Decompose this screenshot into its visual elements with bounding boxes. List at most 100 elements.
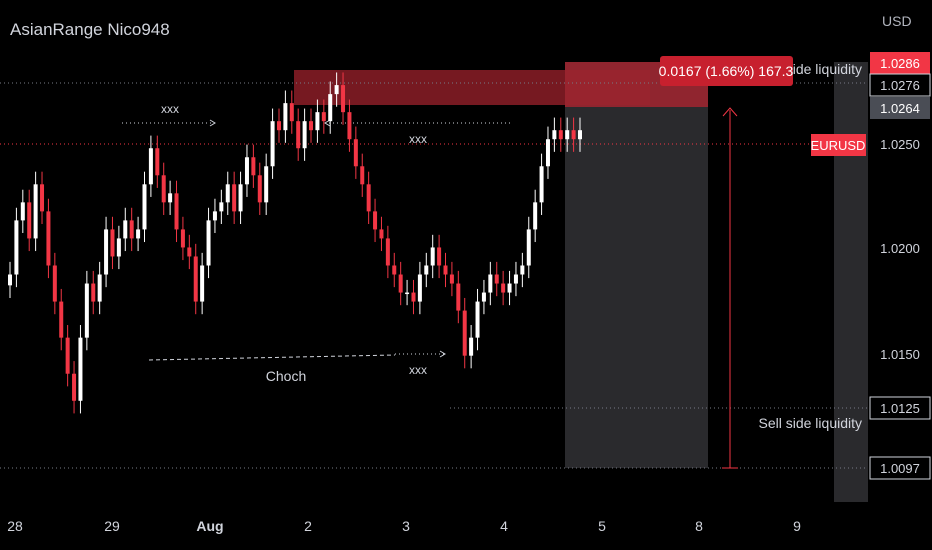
candle-body <box>116 238 121 257</box>
candle-body <box>296 121 301 149</box>
candle-body <box>385 238 390 266</box>
candle-body <box>14 220 19 275</box>
currency-label: USD <box>882 13 912 29</box>
candle-body <box>8 274 12 286</box>
candle-body <box>52 265 57 302</box>
price-badge-1.0097 <box>869 456 931 480</box>
candle-body <box>148 148 153 185</box>
candle-body <box>302 121 307 149</box>
chart-title: AsianRange Nico948 <box>10 20 170 39</box>
buy-side-liquidity-label: side liquidity <box>786 61 862 77</box>
candle-body <box>193 256 198 302</box>
candle-body <box>321 112 326 122</box>
candle-body <box>238 184 243 212</box>
candle-body <box>507 283 512 293</box>
candle-body <box>501 283 506 293</box>
symbol-tag <box>811 134 866 156</box>
candle-body <box>488 274 493 293</box>
candle-body <box>341 85 346 113</box>
candle-body <box>462 310 467 356</box>
candle-body <box>84 283 89 338</box>
candle-body <box>72 373 77 401</box>
choch-line <box>148 354 396 361</box>
candle-body <box>155 148 160 176</box>
candle-body <box>565 130 570 140</box>
candle-body <box>104 229 109 275</box>
price-badge-text-3: 1.0264 <box>880 101 920 116</box>
candle-body <box>520 265 525 275</box>
candle-body <box>456 283 461 311</box>
xxx-left-arrow-icon <box>209 119 216 127</box>
x-tick-label-2: 2 <box>304 518 312 534</box>
measure-arrow-head <box>722 107 738 117</box>
candle-body <box>129 220 134 239</box>
x-tick-label-5: 5 <box>598 518 606 534</box>
price-badge-1.0276 <box>869 73 931 97</box>
position-box[interactable] <box>565 62 708 468</box>
candle-body <box>469 337 474 356</box>
y-tick-label-3: 1.0150 <box>880 347 920 362</box>
xxx-label-1: xxx <box>161 102 179 116</box>
candle-body <box>180 229 185 248</box>
symbol-tag-text: EURUSD <box>811 138 866 153</box>
x-tick-label-29: 29 <box>104 518 120 534</box>
candle-body <box>533 202 538 230</box>
candle-body <box>309 121 314 131</box>
candle-body <box>539 166 544 203</box>
candle-body <box>46 211 51 266</box>
candles-group <box>8 72 582 414</box>
candle-body <box>212 211 217 221</box>
candle-body <box>168 193 173 203</box>
x-tick-label-4: 4 <box>500 518 508 534</box>
candle-body <box>200 265 205 302</box>
candle-body <box>174 193 179 230</box>
candle-body <box>360 166 365 185</box>
x-tick-label-9: 9 <box>793 518 801 534</box>
candle-body <box>91 283 96 302</box>
choch-label: Choch <box>266 368 306 384</box>
candle-body <box>392 265 397 275</box>
candle-body <box>27 202 32 239</box>
candle-body <box>379 229 384 239</box>
price-badge-1.0264 <box>870 97 930 119</box>
candle-body <box>417 274 422 302</box>
candle-body <box>251 157 256 176</box>
measure-tooltip <box>660 56 793 86</box>
candle-body <box>545 139 550 167</box>
candle-body <box>136 229 141 239</box>
candle-body <box>225 184 230 203</box>
sell-side-liquidity-label: Sell side liquidity <box>759 415 863 431</box>
candle-body <box>328 94 333 122</box>
candle-body <box>219 202 224 212</box>
candle-body <box>257 175 262 203</box>
candle-body <box>232 184 237 212</box>
candle-body <box>405 292 410 295</box>
candle-body <box>187 247 192 257</box>
y-tick-label-1: 1.0250 <box>880 137 920 152</box>
price-badge-1.0125 <box>869 396 931 420</box>
candle-body <box>411 292 416 302</box>
price-badge-1.0286 <box>870 52 930 74</box>
right-shaded-column <box>834 62 868 502</box>
xxx-label-3: xxx <box>409 363 427 377</box>
candle-body <box>437 247 442 266</box>
candle-body <box>206 220 211 266</box>
candle-body <box>494 274 499 284</box>
candle-body <box>571 130 576 140</box>
candle-body <box>283 103 288 131</box>
x-tick-label-3: 3 <box>402 518 410 534</box>
candle-body <box>110 229 115 257</box>
candle-body <box>65 337 70 374</box>
x-axis: 28 29 Aug 2 3 4 5 8 9 <box>7 518 801 534</box>
candle-body <box>78 337 83 401</box>
candle-body <box>334 85 339 95</box>
candle-body <box>244 157 249 185</box>
candle-body <box>443 265 448 275</box>
candle-body <box>142 184 147 230</box>
candle-body <box>353 139 358 167</box>
x-tick-label-28: 28 <box>7 518 23 534</box>
candle-body <box>513 274 518 284</box>
candle-body <box>264 166 269 203</box>
